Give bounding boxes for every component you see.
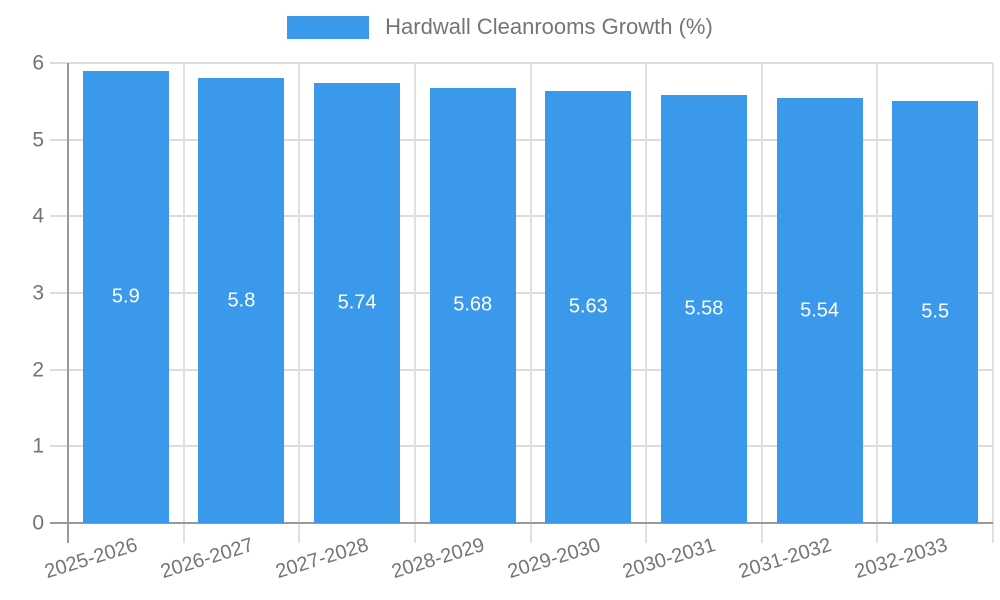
x-axis-tick-label: 2028-2029 bbox=[389, 534, 488, 584]
bar-value-label: 5.5 bbox=[921, 300, 950, 323]
x-axis-tick-label: 2025-2026 bbox=[42, 534, 141, 584]
gridline-horizontal bbox=[50, 292, 993, 294]
y-axis-tick-label: 3 bbox=[32, 281, 44, 305]
bar-value-label: 5.68 bbox=[453, 293, 493, 316]
bar[interactable] bbox=[892, 101, 979, 523]
legend-swatch bbox=[287, 15, 370, 39]
bar[interactable] bbox=[776, 98, 863, 523]
y-axis-tick-label: 1 bbox=[32, 434, 44, 458]
gridline-horizontal bbox=[50, 138, 993, 141]
x-axis-tick-label: 2026-2027 bbox=[157, 534, 256, 584]
bar-value-label: 5.54 bbox=[800, 299, 840, 322]
gridline-vertical bbox=[760, 63, 763, 543]
gridline-vertical bbox=[992, 63, 994, 543]
gridline-vertical bbox=[298, 63, 301, 543]
gridline-vertical bbox=[645, 63, 648, 543]
bar[interactable] bbox=[198, 78, 285, 523]
gridline-horizontal bbox=[50, 62, 993, 64]
gridline-horizontal bbox=[50, 368, 993, 371]
bar[interactable] bbox=[82, 70, 169, 523]
gridline-vertical bbox=[876, 63, 879, 543]
bar[interactable] bbox=[660, 95, 747, 523]
bar-value-label: 5.74 bbox=[337, 291, 377, 314]
y-axis-line bbox=[67, 63, 69, 543]
x-axis-tick-label: 2032-2033 bbox=[851, 534, 950, 584]
bar-value-label: 5.8 bbox=[227, 289, 256, 312]
y-axis-tick-label: 5 bbox=[32, 128, 44, 152]
gridline-vertical bbox=[529, 63, 532, 543]
bar-value-label: 5.63 bbox=[568, 295, 608, 318]
x-axis-line bbox=[50, 522, 993, 524]
gridline-horizontal bbox=[50, 215, 993, 218]
bar[interactable] bbox=[429, 87, 516, 523]
bar-value-label: 5.58 bbox=[684, 297, 724, 320]
y-axis-tick-label: 2 bbox=[32, 358, 44, 382]
x-axis-tick-label: 2027-2028 bbox=[273, 534, 372, 584]
x-axis-tick-label: 2030-2031 bbox=[620, 534, 719, 584]
gridline-horizontal bbox=[50, 445, 993, 448]
gridline-vertical bbox=[182, 63, 185, 543]
y-axis-tick-label: 0 bbox=[32, 511, 44, 535]
y-axis-tick-label: 6 bbox=[32, 51, 44, 75]
y-axis-tick-label: 4 bbox=[32, 204, 44, 228]
gridline-vertical bbox=[413, 63, 416, 543]
legend-label: Hardwall Cleanrooms Growth (%) bbox=[385, 14, 713, 39]
bar-value-label: 5.9 bbox=[111, 285, 140, 308]
bar[interactable] bbox=[545, 91, 632, 523]
x-axis-tick-label: 2031-2032 bbox=[736, 534, 834, 584]
bar[interactable] bbox=[314, 82, 401, 523]
legend[interactable]: Hardwall Cleanrooms Growth (%) bbox=[0, 14, 1000, 40]
x-axis-tick-label: 2029-2030 bbox=[504, 534, 603, 584]
